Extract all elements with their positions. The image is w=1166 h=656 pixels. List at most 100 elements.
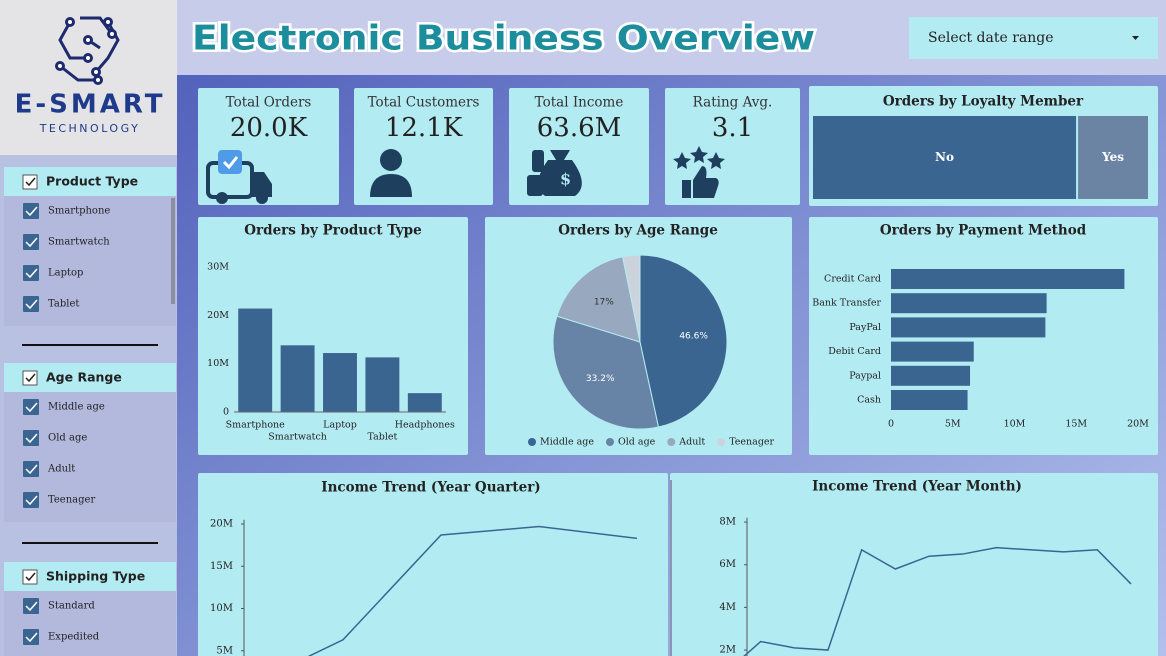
item-checkbox[interactable] (23, 629, 39, 645)
check-mark (25, 433, 38, 444)
filter-checkbox[interactable] (22, 569, 38, 585)
kpi-label: Total Income (535, 95, 624, 111)
filter-item[interactable]: Laptop (48, 268, 83, 279)
legend-swatch (667, 438, 676, 446)
kpi-label: Total Orders (226, 95, 312, 111)
y-tick-label: 5M (216, 645, 233, 656)
filter-title: Product Type (46, 174, 138, 189)
date-dropdown[interactable] (909, 17, 1158, 59)
logo-tagline: TECHNOLOGY (39, 122, 141, 135)
pie-slice[interactable] (552, 315, 660, 430)
legend-swatch (717, 438, 726, 446)
filter-item[interactable]: Teenager (48, 495, 95, 506)
item-checkbox[interactable] (23, 492, 39, 508)
pie-slice[interactable] (556, 256, 641, 343)
bar[interactable] (365, 357, 400, 412)
page-title: Electronic Business Overview (192, 19, 815, 59)
item-checkbox[interactable] (23, 296, 39, 312)
x-tick-label: 15M (1065, 419, 1087, 430)
check-mark (25, 495, 38, 506)
item-checkbox[interactable] (23, 430, 39, 446)
chart-title: Orders by Payment Method (880, 223, 1087, 239)
logo-area (0, 0, 177, 155)
filter-title: Age Range (46, 370, 122, 385)
logo-icon (55, 16, 120, 85)
legend-label: Teenager (729, 437, 774, 448)
bar[interactable] (280, 345, 315, 412)
filter-item[interactable]: Adult (47, 464, 75, 475)
legend-label: Middle age (540, 437, 594, 448)
logo-name: E-SMART (15, 90, 166, 120)
bar[interactable] (891, 317, 1046, 338)
legend-swatch (605, 438, 614, 446)
item-checkbox[interactable] (23, 598, 39, 614)
y-tick-label: Credit Card (824, 274, 881, 285)
date-dropdown-label[interactable]: Select date range (928, 30, 1054, 46)
bar[interactable] (891, 365, 971, 386)
cell-label: No (935, 150, 954, 164)
kpi-value: 3.1 (712, 113, 753, 143)
y-tick-label: 8M (719, 517, 736, 528)
legend-swatch (528, 438, 536, 446)
money-icon: $ (527, 150, 582, 196)
bar[interactable] (323, 353, 357, 412)
item-checkbox[interactable] (23, 399, 39, 415)
filter-item[interactable]: Old age (48, 433, 87, 444)
kpi-value: 63.6M (537, 113, 622, 143)
filter-checkbox[interactable] (22, 370, 38, 386)
check-mark (25, 268, 38, 279)
filter-item[interactable]: Middle age (48, 402, 105, 413)
dollar-sign: $ (560, 170, 571, 189)
dropdown-caret[interactable] (1132, 36, 1139, 40)
chart-title: Orders by Age Range (558, 223, 718, 239)
bar[interactable] (891, 341, 974, 362)
item-checkbox[interactable] (23, 234, 39, 250)
x-tick-label: Tablet (367, 432, 397, 443)
filter-checkbox[interactable] (22, 174, 38, 190)
check-mark (25, 402, 38, 413)
legend-label: Adult (678, 437, 705, 448)
pie-slice[interactable] (639, 254, 728, 428)
x-tick-label: 20M (1127, 419, 1149, 430)
x-tick-label: Smartwatch (268, 432, 327, 443)
filter-item[interactable]: Smartphone (48, 206, 110, 217)
y-tick-label: 6M (719, 559, 736, 570)
check-mark (25, 572, 36, 582)
bar[interactable] (891, 293, 1047, 314)
bar[interactable] (891, 390, 968, 410)
y-tick-label: 2M (719, 645, 736, 656)
chart-card (198, 473, 668, 656)
check-mark (25, 206, 38, 217)
y-tick-label: 4M (719, 602, 736, 613)
bar[interactable] (891, 269, 1125, 289)
slice-label: 17% (594, 297, 614, 307)
check-mark (25, 177, 36, 187)
slice-label: 33.2% (586, 374, 615, 384)
bar[interactable] (407, 393, 442, 412)
bar[interactable] (238, 308, 273, 412)
scrollbar (171, 198, 175, 304)
filter-item[interactable]: Smartwatch (48, 237, 110, 248)
pie-slice[interactable] (622, 254, 641, 343)
chart-title: Orders by Product Type (244, 223, 421, 239)
filter-item[interactable]: Standard (48, 601, 95, 612)
filter-item[interactable]: Tablet (48, 299, 79, 310)
y-tick-label: Cash (857, 395, 881, 406)
cell-label: Yes (1101, 150, 1124, 164)
person-icon (370, 149, 412, 197)
item-checkbox[interactable] (23, 265, 39, 281)
slice-label: 46.6% (679, 332, 708, 342)
kpi-label: Rating Avg. (693, 95, 773, 111)
treemap-cell[interactable] (1078, 116, 1148, 199)
chart-title: Income Trend (Year Quarter) (321, 480, 540, 496)
x-tick-label: Headphones (395, 420, 455, 431)
chart-card (670, 473, 1158, 656)
filter-title: Shipping Type (46, 569, 145, 584)
treemap-cell[interactable] (813, 116, 1077, 199)
check-mark (25, 299, 38, 310)
item-checkbox[interactable] (23, 461, 39, 477)
x-tick-label: Laptop (323, 420, 357, 431)
item-checkbox[interactable] (23, 203, 39, 219)
filter-item[interactable]: Expedited (48, 632, 100, 643)
